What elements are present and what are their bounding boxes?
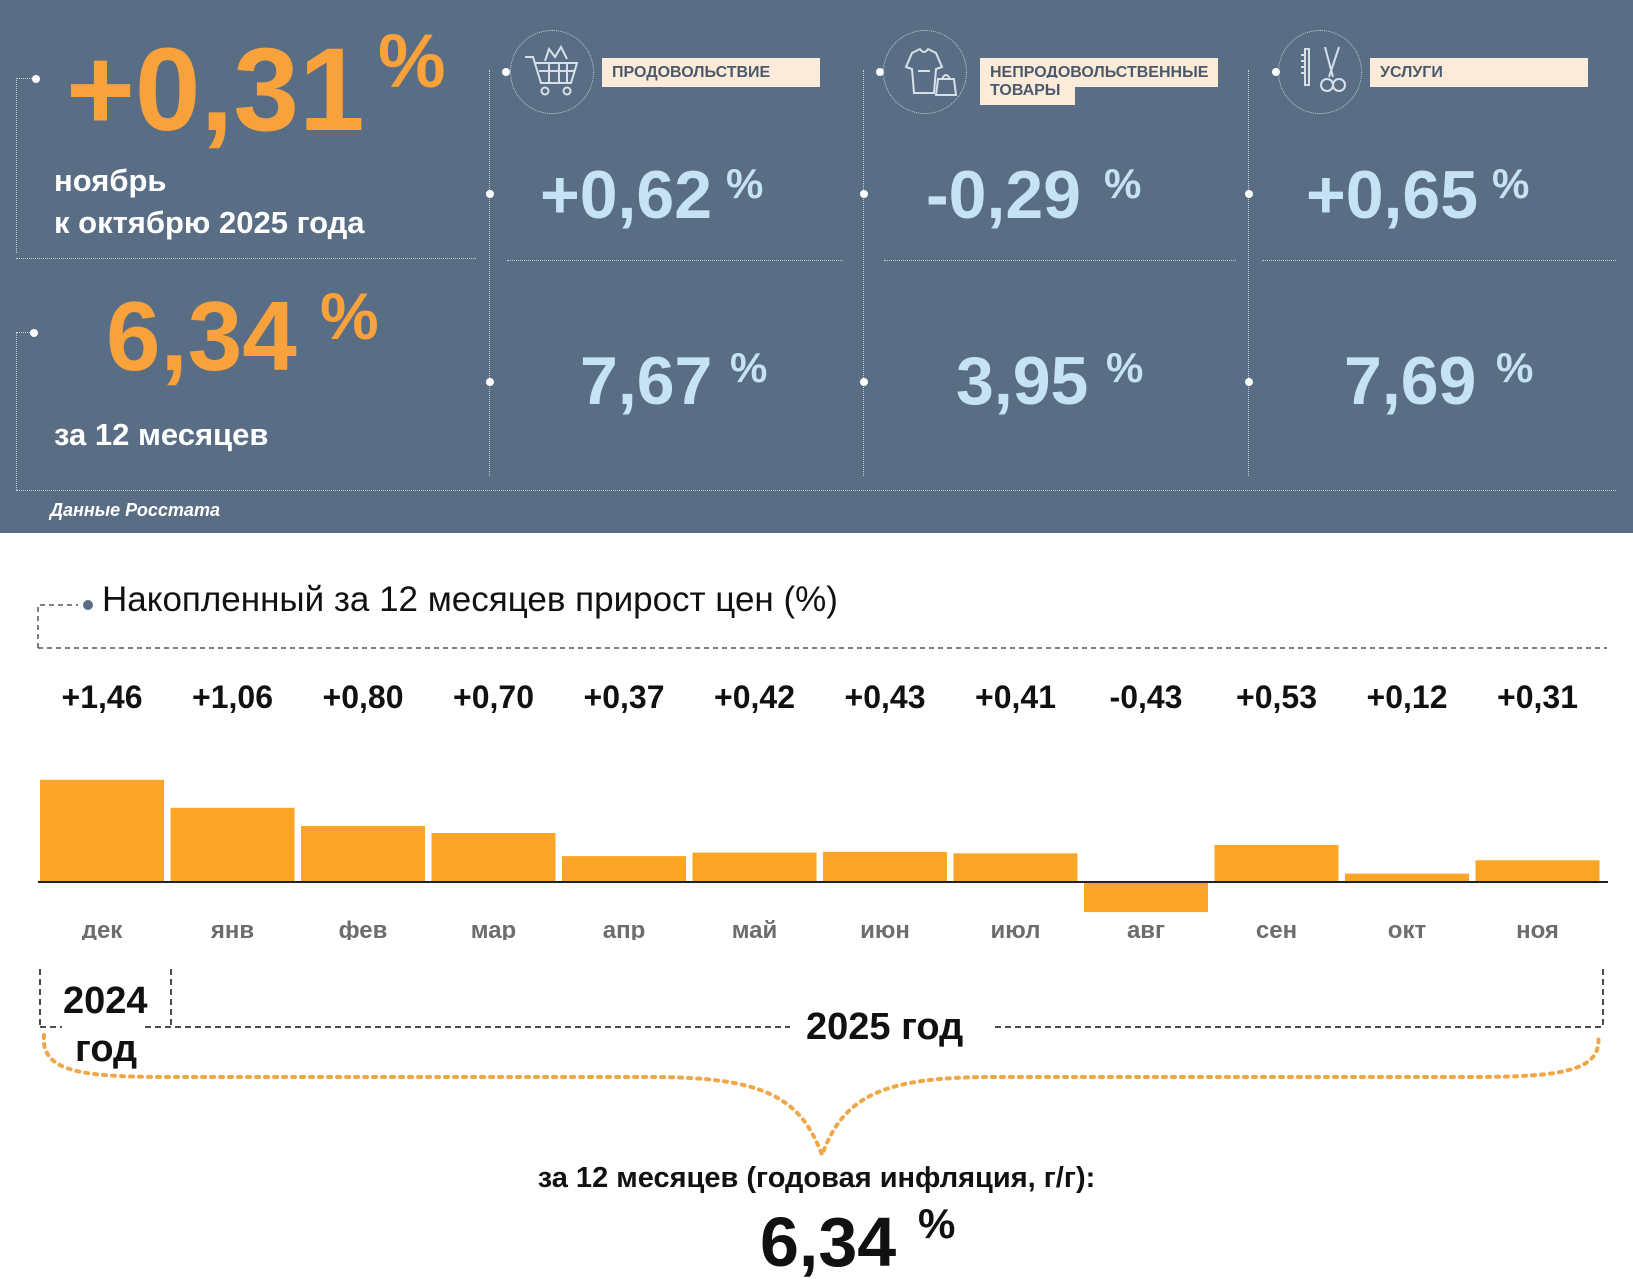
nonfood-monthly-value: -0,29 xyxy=(926,157,1081,233)
food-monthly-value: +0,62 xyxy=(540,157,713,233)
value-label-сен: +0,53 xyxy=(1236,679,1317,715)
bar-дек xyxy=(40,779,164,882)
monthly-inflation-value: +0,31 xyxy=(66,24,365,156)
services-annual-value: 7,69 xyxy=(1344,343,1477,419)
year-brackets xyxy=(39,969,1604,1161)
connector-dot xyxy=(876,68,884,76)
month-label-мар: мар xyxy=(471,917,516,940)
bar-янв xyxy=(170,807,295,882)
value-label-янв: +1,06 xyxy=(192,679,273,715)
separator xyxy=(884,260,1236,261)
separator xyxy=(16,332,34,333)
annual-caption: за 12 месяцев xyxy=(54,417,269,452)
nonfood-annual-value: 3,95 xyxy=(956,343,1089,419)
bar-июл xyxy=(953,853,1078,882)
services-annual-percent: % xyxy=(1496,344,1534,391)
separator xyxy=(16,490,1616,491)
month-label-сен: сен xyxy=(1256,917,1297,940)
food-monthly-percent: % xyxy=(726,160,764,207)
value-label-дек: +1,46 xyxy=(62,679,143,715)
connector-dot xyxy=(32,75,40,83)
chart-title: Накопленный за 12 месяцев прирост цен (%… xyxy=(102,580,838,619)
month-label-апр: апр xyxy=(603,917,646,940)
value-label-июн: +0,43 xyxy=(845,679,926,715)
separator xyxy=(16,258,476,259)
connector-dot xyxy=(1245,190,1253,198)
connector-dot xyxy=(486,378,494,386)
separator xyxy=(507,260,843,261)
bar-окт xyxy=(1345,873,1469,882)
value-label-июл: +0,41 xyxy=(975,679,1056,715)
bar-chart: +1,46 дек +1,06 янв +0,80 фев +0,70 мар +0,37 апр… xyxy=(38,679,1608,940)
connector-dot xyxy=(1272,68,1280,76)
month-label-май: май xyxy=(732,917,778,940)
year-label-2024: 2024 xyxy=(63,980,148,1022)
nonfood-monthly-percent: % xyxy=(1104,160,1142,207)
value-label-ноя: +0,31 xyxy=(1497,679,1578,715)
bar-авг xyxy=(1084,882,1208,913)
separator xyxy=(1262,260,1616,261)
value-label-мар: +0,70 xyxy=(453,679,534,715)
services-monthly-percent: % xyxy=(1492,160,1530,207)
bar-май xyxy=(692,852,817,882)
connector-dot xyxy=(486,190,494,198)
value-label-апр: +0,37 xyxy=(584,679,665,715)
category-label-services: УСЛУГИ xyxy=(1370,58,1588,87)
monthly-caption-line2: к октябрю 2025 года xyxy=(54,205,365,240)
annual-inflation-value: 6,34 xyxy=(106,281,297,391)
value-label-май: +0,42 xyxy=(714,679,795,715)
category-label-nonfood-line1: НЕПРОДОВОЛЬСТВЕННЫЕ xyxy=(990,64,1209,81)
bar-ноя xyxy=(1475,860,1600,882)
month-label-июн: июн xyxy=(860,917,910,940)
food-annual-percent: % xyxy=(730,344,768,391)
bar-фев xyxy=(301,826,425,882)
separator xyxy=(1248,70,1249,476)
month-label-фев: фев xyxy=(339,917,388,940)
year-label-2025: 2025 год xyxy=(806,1006,964,1048)
monthly-caption-line1: ноябрь xyxy=(54,163,167,198)
separator xyxy=(863,70,864,476)
category-label-food: ПРОДОВОЛЬСТВИЕ xyxy=(602,58,820,87)
bar-мар xyxy=(431,833,556,882)
separator xyxy=(489,70,490,476)
services-monthly-value: +0,65 xyxy=(1306,157,1479,233)
connector-dot xyxy=(30,329,38,337)
value-label-фев: +0,80 xyxy=(323,679,404,715)
connector-dot xyxy=(1245,378,1253,386)
category-label-nonfood-line2: ТОВАРЫ xyxy=(980,78,1075,105)
connector-dot xyxy=(860,190,868,198)
separator xyxy=(16,78,17,253)
month-label-июл: июл xyxy=(991,917,1041,940)
bar-сен xyxy=(1214,844,1339,882)
scissors-icon xyxy=(1278,30,1362,114)
value-label-окт: +0,12 xyxy=(1367,679,1448,715)
connector-dot xyxy=(860,378,868,386)
annual-inflation-percent: % xyxy=(320,279,379,353)
value-label-авг: -0,43 xyxy=(1110,679,1183,715)
month-label-янв: янв xyxy=(210,917,254,940)
month-label-дек: дек xyxy=(82,917,124,940)
year-label-2024-god: год xyxy=(75,1028,138,1070)
food-annual-value: 7,67 xyxy=(580,343,713,419)
stats-panel: +0,31 % ноябрь к октябрю 2025 года 6,34 … xyxy=(0,0,1633,533)
month-label-авг: авг xyxy=(1127,917,1165,940)
shopping-cart-icon xyxy=(510,30,594,114)
source-note: Данные Росстата xyxy=(50,500,220,520)
summary-caption: за 12 месяцев (годовая инфляция, г/г): xyxy=(537,1162,1096,1194)
monthly-inflation-percent: % xyxy=(378,19,446,104)
separator xyxy=(16,78,34,79)
connector-dot xyxy=(502,68,510,76)
separator xyxy=(16,332,17,490)
bar-апр xyxy=(562,856,686,882)
month-label-окт: окт xyxy=(1388,917,1427,940)
summary-value: 6,34 xyxy=(760,1203,897,1281)
clothing-icon xyxy=(883,30,967,114)
summary-percent: % xyxy=(918,1200,956,1247)
bar-июн xyxy=(823,851,947,882)
chart-title-connector xyxy=(37,600,1607,649)
month-label-ноя: ноя xyxy=(1516,917,1559,940)
nonfood-annual-percent: % xyxy=(1106,344,1144,391)
